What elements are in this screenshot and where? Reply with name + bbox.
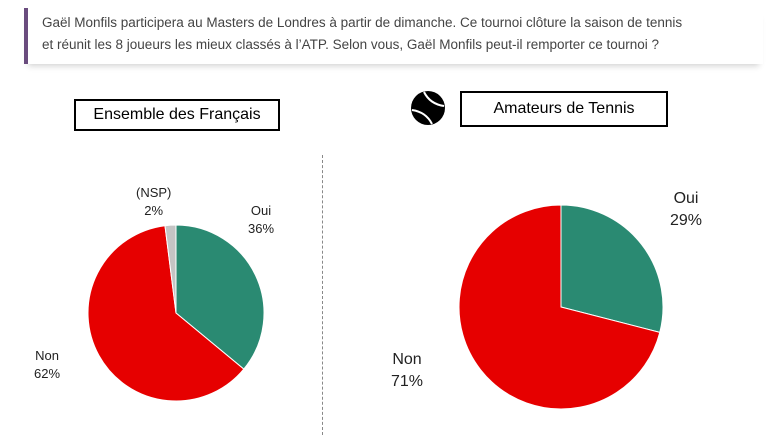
pie-slice-non: [87, 225, 245, 402]
chart-title-francais: Ensemble des Français: [74, 99, 280, 131]
pie-slice-non: [458, 204, 661, 410]
tennis-ball-icon: [411, 91, 445, 125]
label-non-1: Non 62%: [34, 348, 61, 381]
question-line-2: et réunit les 8 joueurs les mieux classé…: [42, 37, 660, 52]
pie-slice-oui: [175, 224, 265, 370]
label-oui-2: Oui 29%: [670, 190, 703, 229]
question-block: Gaël Monfils participera au Masters de L…: [24, 8, 763, 64]
chart-title-tennis: Amateurs de Tennis: [460, 91, 668, 127]
divider: [322, 155, 323, 435]
pie-slice-nsp: [164, 224, 177, 314]
label-oui-1: Oui 36%: [248, 203, 275, 236]
label-nsp-1: (NSP) 2%: [136, 185, 172, 218]
label-non-2: Non 71%: [391, 351, 424, 390]
question-line-1: Gaël Monfils participera au Masters de L…: [42, 15, 683, 30]
pie-slice-oui: [560, 204, 664, 333]
